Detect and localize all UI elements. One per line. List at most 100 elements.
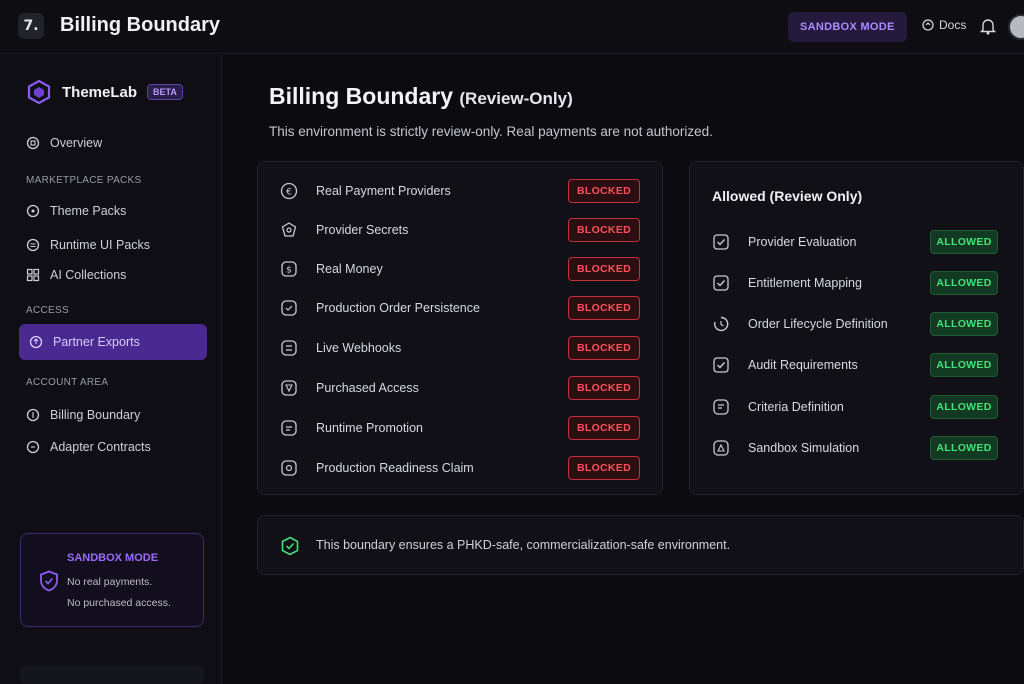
home-icon (26, 136, 40, 150)
promotion-icon (281, 420, 297, 436)
order-icon (281, 300, 297, 316)
sandbox-icon (713, 440, 729, 456)
sidebar-item-overview[interactable]: Overview (26, 131, 206, 155)
sandbox-card-line: No purchased access. (67, 597, 171, 609)
blocked-badge: BLOCKED (568, 218, 640, 242)
shield-check-icon (281, 536, 299, 556)
allowed-badge: ALLOWED (930, 230, 998, 254)
svg-text:$: $ (286, 266, 292, 276)
allowed-badge: ALLOWED (930, 353, 998, 377)
blocked-badge: BLOCKED (568, 416, 640, 440)
blocked-row: Production Order Persistence BLOCKED (258, 295, 664, 321)
blocked-badge: BLOCKED (568, 376, 640, 400)
sidebar-item-label: Runtime UI Packs (50, 238, 151, 252)
blocked-row: $ Real Money BLOCKED (258, 256, 664, 282)
webhook-icon (281, 340, 297, 356)
blocked-row: Runtime Promotion BLOCKED (258, 415, 664, 441)
bell-icon[interactable] (980, 17, 996, 35)
blocked-label: Real Money (316, 262, 383, 276)
palette-icon (26, 204, 40, 218)
docs-link[interactable]: Docs (922, 18, 966, 32)
avatar[interactable] (1008, 14, 1024, 40)
allowed-title: Allowed (Review Only) (712, 188, 863, 204)
shield-icon (40, 570, 58, 592)
allowed-label: Audit Requirements (748, 358, 858, 372)
blocked-row: € Real Payment Providers BLOCKED (258, 178, 664, 204)
checkbox-icon (713, 275, 729, 291)
allowed-row: Provider Evaluation ALLOWED (690, 229, 1024, 255)
docs-icon (922, 19, 934, 31)
sidebar-item-ai-collections[interactable]: AI Collections (26, 263, 206, 287)
beta-badge: BETA (147, 84, 183, 100)
blocked-label: Provider Secrets (316, 223, 409, 237)
sidebar-item-billing-boundary[interactable]: Billing Boundary (26, 403, 206, 427)
allowed-row: Criteria Definition ALLOWED (690, 394, 1024, 420)
layers-icon (26, 238, 40, 252)
sidebar-item-label: Theme Packs (50, 204, 127, 218)
blocked-badge: BLOCKED (568, 179, 640, 203)
page-title-sub: (Review-Only) (459, 89, 573, 108)
themelab-logo-icon (27, 79, 51, 105)
notice-text: This boundary ensures a PHKD-safe, comme… (316, 538, 731, 552)
grid-icon (26, 268, 40, 282)
allowed-badge: ALLOWED (930, 312, 998, 336)
contract-icon (26, 440, 40, 454)
sidebar-item-label: Overview (50, 136, 103, 150)
checkbox-icon (713, 234, 729, 250)
allowed-badge: ALLOWED (930, 436, 998, 460)
sidebar-item-partner-exports[interactable]: Partner Exports (19, 324, 207, 360)
allowed-label: Order Lifecycle Definition (748, 317, 888, 331)
blocked-badge: BLOCKED (568, 296, 640, 320)
allowed-badge: ALLOWED (930, 395, 998, 419)
sidebar-item-label: Partner Exports (53, 335, 140, 349)
sandbox-card-line: No real payments. (67, 576, 153, 588)
sidebar: ThemeLab BETA Overview MARKETPLACE PACKS… (0, 55, 222, 684)
allowed-row: Order Lifecycle Definition ALLOWED (690, 311, 1024, 337)
billing-icon (26, 408, 40, 422)
main-content: Billing Boundary (Review-Only) This envi… (223, 55, 1024, 684)
docs-label: Docs (939, 18, 967, 32)
blocked-row: Purchased Access BLOCKED (258, 375, 664, 401)
checkbox-icon (713, 357, 729, 373)
svg-text:€: € (286, 188, 292, 198)
readiness-icon (281, 460, 297, 476)
blocked-row: Production Readiness Claim BLOCKED (258, 455, 664, 481)
criteria-icon (713, 399, 729, 415)
page-description: This environment is strictly review-only… (269, 124, 713, 139)
sidebar-item-label: AI Collections (50, 268, 127, 282)
blocked-badge: BLOCKED (568, 456, 640, 480)
app-title: Billing Boundary (60, 14, 220, 36)
currency-icon: € (280, 182, 298, 200)
blocked-row: Live Webhooks BLOCKED (258, 335, 664, 361)
top-bar: 7. Billing Boundary SANDBOX MODE Docs (0, 0, 1024, 54)
allowed-row: Sandbox Simulation ALLOWED (690, 435, 1024, 461)
allowed-list-card: Allowed (Review Only) Provider Evaluatio… (689, 161, 1024, 495)
allowed-label: Provider Evaluation (748, 235, 857, 249)
app-logo[interactable]: 7. (18, 13, 44, 39)
sidebar-item-adapter-contracts[interactable]: Adapter Contracts (26, 435, 206, 459)
sidebar-item-label: Billing Boundary (50, 408, 141, 422)
sidebar-item-runtime-ui[interactable]: Runtime UI Packs (26, 233, 206, 257)
section-access: ACCESS (26, 305, 69, 316)
blocked-label: Production Order Persistence (316, 301, 480, 315)
blocked-list-card: € Real Payment Providers BLOCKED Provide… (257, 161, 663, 495)
blocked-label: Runtime Promotion (316, 421, 423, 435)
blocked-label: Purchased Access (316, 381, 419, 395)
sandbox-mode-card: SANDBOX MODE No real payments. No purcha… (20, 533, 204, 627)
allowed-label: Criteria Definition (748, 400, 844, 414)
sidebar-item-theme-packs[interactable]: Theme Packs (26, 199, 206, 223)
allowed-label: Entitlement Mapping (748, 276, 862, 290)
section-account: ACCOUNT AREA (26, 377, 109, 388)
export-icon (29, 335, 43, 349)
allowed-badge: ALLOWED (930, 271, 998, 295)
sidebar-footer (20, 665, 204, 684)
allowed-row: Audit Requirements ALLOWED (690, 352, 1024, 378)
brand-name: ThemeLab (62, 83, 138, 101)
blocked-row: Provider Secrets BLOCKED (258, 217, 664, 243)
brand[interactable]: ThemeLab BETA (26, 79, 183, 105)
money-icon: $ (281, 261, 297, 277)
sandbox-mode-badge: SANDBOX MODE (788, 12, 907, 42)
sandbox-card-title: SANDBOX MODE (67, 552, 159, 564)
blocked-badge: BLOCKED (568, 336, 640, 360)
sidebar-item-label: Adapter Contracts (50, 440, 151, 454)
